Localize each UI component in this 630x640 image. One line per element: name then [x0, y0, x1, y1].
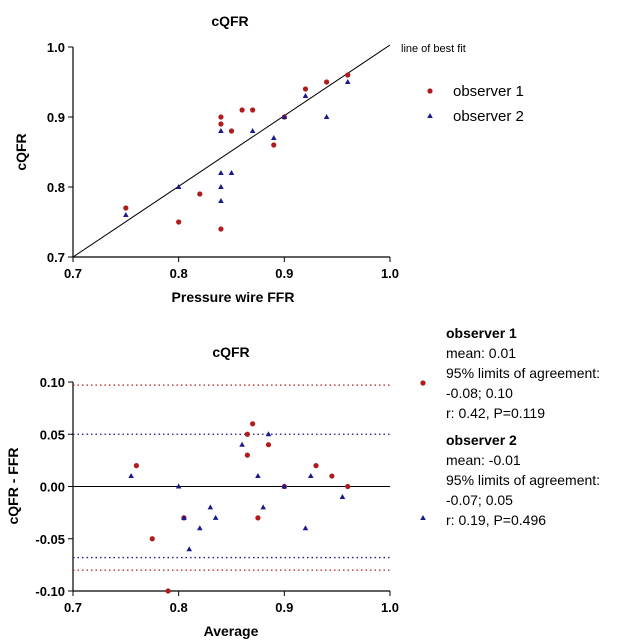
observer-2-point — [218, 198, 224, 203]
observer-2-point — [255, 473, 261, 479]
observer-2-point — [307, 473, 314, 479]
observer-1-mean: mean: 0.01 — [446, 345, 517, 361]
observer-2-correlation: r: 0.19, P=0.496 — [446, 512, 547, 528]
observer-1-point — [345, 72, 351, 78]
observer-1-point — [345, 483, 351, 490]
chart2-y-tick-label: 0.05 — [40, 427, 65, 442]
line-of-best-fit-label: line of best fit — [401, 43, 466, 55]
observer-2-stats-heading: observer 2 — [446, 432, 517, 448]
observer-1-point — [218, 121, 224, 127]
chart2-y-tick-label: 0.00 — [40, 480, 65, 495]
observer-1-point — [197, 191, 203, 197]
observer-2-point — [339, 493, 346, 499]
observer-1-limits-values: -0.08; 0.10 — [446, 385, 513, 401]
stats-observer-2-marker — [420, 515, 426, 520]
chart2-x-tick-label: 0.8 — [170, 600, 188, 615]
observer-1-correlation: r: 0.42, P=0.119 — [446, 405, 545, 421]
observer-2-point — [302, 525, 309, 531]
chart1-y-tick-label: 0.8 — [47, 180, 65, 195]
observer-2-point — [228, 170, 235, 175]
chart1-x-tick-label: 0.9 — [275, 266, 293, 281]
observer-1-point — [244, 431, 250, 437]
observer-1-point — [313, 463, 319, 469]
observer-1-point — [149, 536, 155, 542]
observer-1-point — [133, 463, 139, 469]
observer-2-point — [212, 514, 219, 520]
chart2-y-axis-label: cQFR - FFR — [5, 448, 21, 525]
observer-1-stats: observer 1 mean: 0.01 95% limits of agre… — [446, 323, 630, 423]
chart1-x-axis-label: Pressure wire FFR — [172, 289, 295, 305]
observer-1-point — [218, 226, 224, 232]
chart2-x-tick-label: 0.9 — [275, 600, 293, 615]
legend-observer-1-label: observer 1 — [453, 83, 524, 100]
observer-2-point — [197, 525, 203, 531]
observer-2-point — [265, 431, 272, 437]
legend-observer-1-marker — [427, 88, 433, 94]
observer-1-point — [302, 86, 309, 92]
chart1-x-tick-label: 1.0 — [381, 266, 399, 281]
observer-2-point — [281, 483, 288, 489]
observer-2-stats: observer 2 mean: -0.01 95% limits of agr… — [446, 430, 630, 530]
observer-2-limits-label: 95% limits of agreement: — [446, 472, 601, 488]
observer-1-point — [228, 128, 235, 134]
chart1-title: cQFR — [211, 13, 248, 29]
chart1-y-tick-label: 1.0 — [47, 40, 65, 55]
chart2-x-axis-label: Average — [204, 623, 259, 639]
observer-1-stats-heading: observer 1 — [446, 325, 517, 341]
legend-observer-2-label: observer 2 — [453, 108, 524, 125]
observer-1-point — [239, 107, 245, 113]
observer-2-point — [128, 473, 134, 479]
observer-1-point — [123, 205, 129, 211]
observer-1-point — [165, 588, 171, 594]
observer-2-point — [249, 128, 256, 133]
chart2-y-tick-label: -0.10 — [35, 584, 65, 599]
observer-1-point — [250, 107, 256, 113]
observer-2-limits-values: -0.07; 0.05 — [446, 492, 513, 508]
observer-2-point — [175, 184, 182, 189]
observer-1-point — [218, 114, 224, 120]
observer-1-point — [265, 442, 272, 448]
line-of-best-fit — [72, 44, 391, 258]
observer-2-point — [218, 128, 224, 133]
observer-2-point — [323, 114, 330, 119]
observer-2-point — [260, 504, 266, 510]
chart1-y-tick-label: 0.7 — [47, 250, 65, 265]
stats-observer-1-marker — [420, 380, 426, 386]
chart2-y-tick-label: -0.05 — [35, 532, 65, 547]
chart2-x-tick-label: 1.0 — [381, 600, 399, 615]
chart2-title: cQFR — [212, 344, 249, 360]
observer-2-point — [218, 184, 224, 189]
chart2-x-tick-label: 0.7 — [64, 600, 82, 615]
observer-1-point — [176, 219, 182, 225]
chart2-y-tick-label: 0.10 — [40, 375, 65, 390]
observer-1-point — [271, 142, 277, 148]
chart1-x-tick-label: 0.8 — [170, 266, 188, 281]
observer-1-point — [250, 421, 256, 427]
observer-2-point — [344, 79, 351, 84]
observer-2-point — [207, 504, 214, 510]
observer-2-point — [186, 546, 193, 552]
observer-1-point — [255, 515, 261, 521]
observer-2-point — [281, 114, 288, 119]
observer-2-point — [123, 212, 129, 217]
observer-2-mean: mean: -0.01 — [446, 452, 521, 468]
legend-observer-2-marker — [427, 113, 433, 118]
observer-2-point — [270, 135, 277, 140]
observer-2-point — [302, 93, 309, 98]
chart1-y-axis-label: cQFR — [13, 133, 29, 170]
observer-2-point — [218, 170, 224, 175]
chart1-y-tick-label: 0.9 — [47, 110, 65, 125]
observer-1-point — [324, 79, 330, 85]
chart1-x-tick-label: 0.7 — [64, 266, 82, 281]
observer-2-point — [175, 483, 182, 489]
observer-1-limits-label: 95% limits of agreement: — [446, 365, 601, 381]
observer-1-point — [329, 473, 335, 479]
observer-1-point — [244, 452, 250, 458]
observer-2-point — [239, 441, 245, 447]
observer-2-point — [181, 514, 187, 520]
